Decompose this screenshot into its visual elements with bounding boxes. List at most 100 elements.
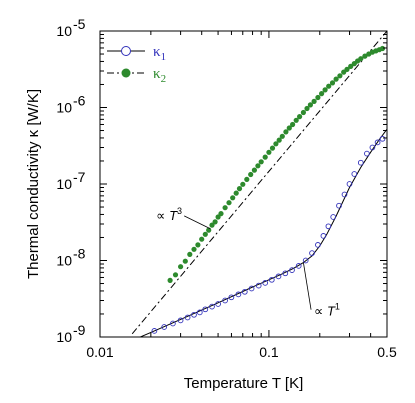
series-2-point [178, 264, 184, 270]
series-2-point [187, 251, 193, 257]
series-2-point [199, 236, 205, 242]
series-2-point [315, 94, 321, 101]
series-2-point [240, 181, 246, 187]
series-1-point [374, 139, 381, 146]
series-1-point [309, 250, 315, 256]
series-1-point [330, 214, 337, 220]
y-tick-exponent: -9 [73, 322, 86, 338]
annotation-leader [303, 262, 312, 310]
series-2-point [304, 105, 310, 112]
y-tick-exponent: -8 [73, 246, 86, 262]
series-2-point [329, 80, 336, 86]
series-1-point [222, 297, 228, 304]
series-1-point [295, 263, 302, 269]
y-tick-label: 10 [56, 100, 72, 116]
series-1-point [241, 288, 248, 295]
series-1-point [235, 291, 242, 298]
series-1-point [325, 223, 332, 230]
series-2-point [233, 190, 239, 196]
series-2-point [300, 109, 306, 116]
series-1-point [275, 273, 282, 280]
series-1-point [170, 320, 176, 327]
series-2-point [222, 205, 228, 211]
series-1-point [289, 267, 295, 273]
series-1-point [228, 294, 235, 301]
series-2-point [297, 114, 303, 120]
series-1-point [215, 301, 221, 307]
x-tick-label: 0.01 [86, 344, 113, 360]
data-points [151, 45, 386, 334]
series-2-point [172, 272, 179, 278]
series-2-point [226, 200, 232, 206]
power-law-annotation: ∝ T1 [314, 302, 340, 319]
y-tick-exponent: -7 [73, 169, 86, 185]
legend-marker-2 [121, 68, 131, 78]
x-tick-label: 0.5 [377, 344, 397, 360]
y-tick-label: 10 [56, 253, 72, 269]
series-2-point [358, 56, 364, 62]
series-1-point [161, 324, 168, 330]
series-2-point [279, 133, 285, 139]
series-1-point [346, 181, 353, 187]
power-law-annotation: ∝ T3 [156, 206, 182, 223]
series-2-point [195, 242, 201, 248]
x-tick-label: 0.1 [259, 344, 279, 360]
legend-label-2: κ2 [153, 66, 166, 85]
series-2-point [286, 125, 292, 131]
series-2-point [167, 277, 173, 283]
series-2-point [293, 117, 299, 123]
series-2-point [191, 246, 197, 252]
axis-ticks: 0.01 0.1 0.510-910-810-710-610-5 [56, 16, 397, 360]
series-2-point [319, 91, 325, 97]
y-tick-label: 10 [56, 329, 72, 345]
series-1-point [209, 303, 215, 310]
series-2-point [248, 171, 254, 178]
series-2-point [255, 163, 261, 169]
series-1-point [379, 135, 386, 142]
series-2-point [244, 176, 250, 182]
y-tick-label: 10 [56, 176, 72, 192]
series-2-point [290, 121, 296, 128]
series-2-point [236, 186, 243, 192]
series-2-point [337, 73, 343, 79]
series-2-point [307, 102, 313, 108]
fit-line-2 [131, 31, 387, 335]
series-2-point [212, 219, 218, 225]
series-2-point [269, 145, 276, 151]
series-1-point [336, 202, 342, 209]
series-1-point [320, 233, 327, 239]
series-2-point [326, 83, 332, 89]
series-2-point [311, 98, 317, 104]
x-axis-label: Temperature T [K] [184, 375, 304, 392]
series-1-point [184, 314, 191, 321]
series-2-point [322, 87, 328, 93]
series-2-point [266, 149, 272, 155]
series-2-point [209, 222, 215, 228]
series-2-point [344, 66, 350, 72]
series-2-point [215, 214, 221, 220]
series-2-point [276, 137, 282, 143]
annotation-leader [184, 215, 211, 230]
series-1-point [315, 242, 321, 248]
series-2-point [348, 63, 354, 69]
series-2-point [218, 211, 224, 217]
series-1-point [202, 306, 209, 313]
series-1-point [255, 282, 262, 289]
series-2-point [273, 141, 279, 147]
series-1-point [357, 159, 364, 166]
series-1-point [191, 311, 197, 318]
series-2-point [202, 231, 208, 237]
series-1-point [268, 276, 275, 283]
series-2-point [379, 45, 386, 52]
series-1-point [177, 317, 184, 324]
series-1-point [341, 191, 348, 198]
annotations: ∝ T3 ∝ T1 [156, 206, 340, 319]
series-2-point [283, 129, 289, 135]
series-1-point [196, 309, 203, 316]
series-1-point [262, 280, 269, 286]
series-2-point [333, 76, 339, 82]
series-1-point [351, 171, 358, 177]
series-2-point [258, 159, 264, 165]
